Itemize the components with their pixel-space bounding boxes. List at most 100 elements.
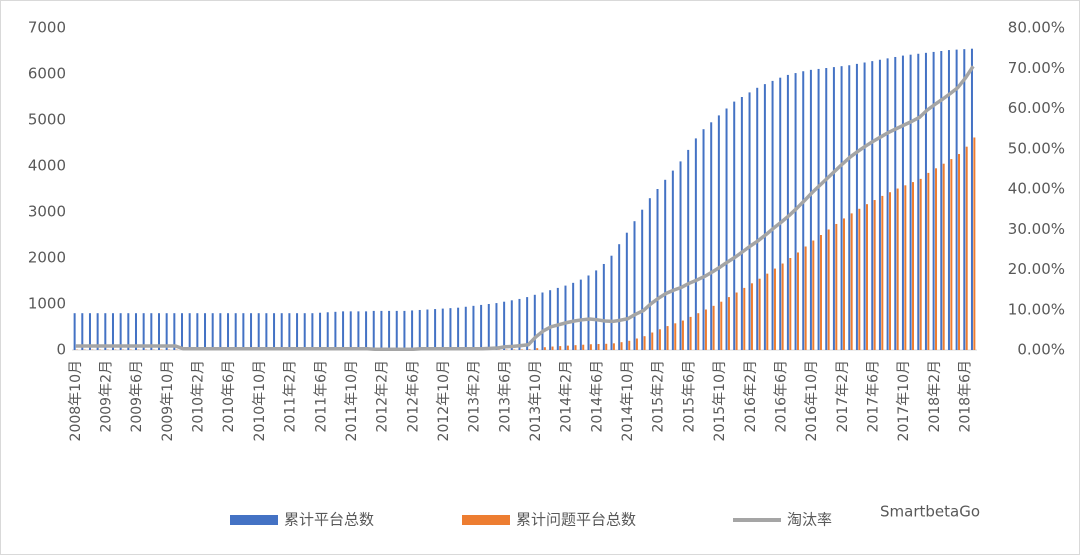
bar bbox=[735, 292, 738, 350]
x-tick-label: 2014年6月 bbox=[589, 360, 605, 433]
bar bbox=[612, 343, 615, 350]
bar bbox=[119, 313, 122, 350]
bar bbox=[727, 297, 730, 350]
bar bbox=[779, 77, 782, 351]
bar bbox=[457, 307, 460, 350]
bar bbox=[536, 348, 539, 350]
bar bbox=[96, 313, 99, 350]
bar bbox=[658, 329, 661, 350]
bar bbox=[81, 313, 84, 350]
x-tick-label: 2016年10月 bbox=[804, 360, 820, 441]
bar bbox=[812, 240, 815, 350]
bar bbox=[418, 309, 421, 350]
bar bbox=[211, 313, 214, 350]
x-tick-label: 2015年6月 bbox=[681, 360, 697, 433]
bar bbox=[142, 313, 145, 350]
y-tick-label: 3000 bbox=[28, 203, 66, 221]
bar bbox=[681, 320, 684, 350]
bar bbox=[773, 268, 776, 350]
bar bbox=[796, 252, 799, 350]
bar bbox=[950, 159, 953, 350]
bar bbox=[863, 62, 866, 350]
bar bbox=[817, 68, 820, 350]
legend-label: 累计平台总数 bbox=[284, 511, 374, 529]
bar bbox=[589, 344, 592, 350]
y2-tick-label: 40.00% bbox=[1008, 180, 1065, 198]
bar bbox=[549, 290, 552, 350]
bar bbox=[487, 304, 490, 350]
bar bbox=[326, 312, 329, 350]
bar bbox=[748, 92, 751, 351]
bar bbox=[181, 313, 184, 350]
bar bbox=[704, 309, 707, 350]
bar bbox=[733, 101, 736, 350]
bar bbox=[766, 273, 769, 350]
bar bbox=[303, 313, 306, 350]
bar bbox=[127, 313, 130, 350]
bar bbox=[349, 311, 352, 350]
bar bbox=[595, 270, 598, 350]
y-tick-label: 1000 bbox=[28, 295, 66, 313]
bar bbox=[725, 108, 728, 350]
bar bbox=[572, 282, 575, 350]
bar bbox=[763, 84, 766, 351]
bar bbox=[786, 74, 789, 351]
bar bbox=[835, 223, 838, 350]
bar bbox=[541, 292, 544, 350]
x-tick-label: 2008年10月 bbox=[68, 360, 84, 441]
bar bbox=[134, 313, 137, 350]
bar bbox=[666, 326, 669, 350]
bar bbox=[804, 246, 807, 350]
bar bbox=[104, 313, 107, 350]
bar bbox=[694, 138, 697, 350]
bar bbox=[635, 338, 638, 350]
bar bbox=[628, 340, 631, 350]
bar bbox=[924, 52, 927, 351]
x-tick-label: 2009年6月 bbox=[129, 360, 145, 433]
bar bbox=[947, 50, 950, 350]
bar bbox=[426, 309, 429, 350]
bar bbox=[896, 188, 899, 350]
bar bbox=[917, 53, 920, 350]
bar bbox=[464, 306, 467, 350]
bar bbox=[564, 285, 567, 350]
legend-swatch bbox=[230, 515, 278, 525]
legend-swatch bbox=[462, 515, 510, 525]
x-tick-label: 2009年10月 bbox=[160, 360, 176, 441]
x-tick-label: 2012年6月 bbox=[405, 360, 421, 433]
bar bbox=[641, 209, 644, 350]
bar bbox=[556, 287, 559, 350]
bar bbox=[441, 308, 444, 350]
bar bbox=[771, 80, 774, 351]
bar bbox=[587, 275, 590, 350]
bar bbox=[710, 122, 713, 350]
bar bbox=[597, 344, 600, 350]
y2-tick-label: 50.00% bbox=[1008, 139, 1065, 157]
x-tick-label: 2010年2月 bbox=[191, 360, 207, 433]
bar bbox=[165, 313, 168, 350]
x-tick-label: 2016年2月 bbox=[743, 360, 759, 433]
bar bbox=[357, 311, 360, 350]
bar bbox=[633, 221, 636, 350]
bar bbox=[965, 146, 968, 350]
bar bbox=[188, 313, 191, 350]
bar bbox=[503, 301, 506, 350]
y2-tick-label: 30.00% bbox=[1008, 220, 1065, 238]
bar bbox=[689, 316, 692, 350]
x-tick-label: 2015年10月 bbox=[712, 360, 728, 441]
bar bbox=[901, 55, 904, 350]
bar bbox=[526, 297, 529, 350]
bar bbox=[605, 343, 608, 350]
bar bbox=[618, 244, 621, 350]
bar bbox=[802, 71, 805, 351]
bar bbox=[219, 313, 222, 350]
bar bbox=[909, 54, 912, 351]
bar bbox=[196, 313, 199, 350]
rate-line bbox=[75, 65, 975, 351]
x-tick-label: 2017年10月 bbox=[896, 360, 912, 441]
bar bbox=[756, 87, 759, 351]
bar bbox=[204, 313, 207, 350]
bar bbox=[520, 349, 523, 350]
